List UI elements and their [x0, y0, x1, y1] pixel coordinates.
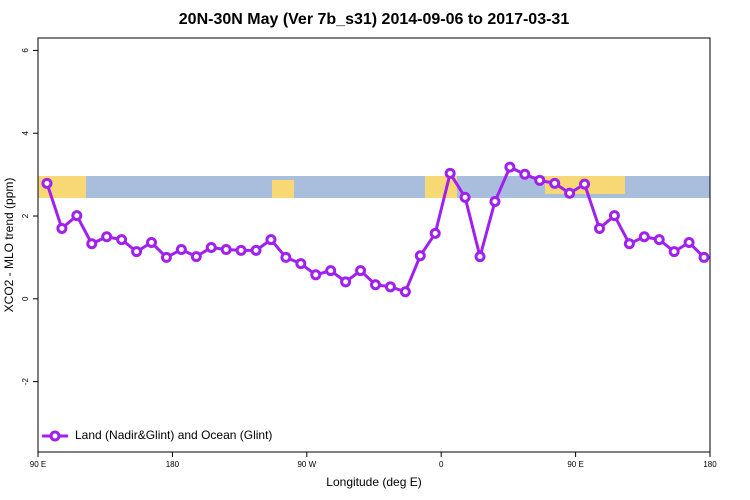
data-point: [653, 234, 665, 246]
legend-label: Land (Nadir&Glint) and Ocean (Glint): [75, 428, 272, 442]
data-point: [549, 177, 561, 189]
chart-title: 20N-30N May (Ver 7b_s31) 2014-09-06 to 2…: [179, 11, 570, 28]
data-point: [459, 191, 471, 203]
data-point: [534, 174, 546, 186]
data-point: [250, 244, 262, 256]
data-point: [235, 244, 247, 256]
data-point: [369, 279, 381, 291]
data-point: [160, 251, 172, 263]
data-point: [414, 250, 426, 262]
data-point: [205, 241, 217, 253]
plot-frame: [37, 37, 711, 453]
data-point: [399, 286, 411, 298]
map-band: [38, 176, 710, 198]
data-point: [683, 237, 695, 249]
data-point: [429, 227, 441, 239]
data-point: [145, 237, 157, 249]
data-point: [325, 265, 337, 277]
data-point: [579, 178, 591, 190]
data-point: [86, 238, 98, 250]
data-point: [340, 276, 352, 288]
data-point: [220, 244, 232, 256]
data-point: [638, 231, 650, 243]
data-point: [265, 234, 277, 246]
x-tick-label: 90 E: [30, 460, 46, 469]
data-point: [175, 244, 187, 256]
x-tick-label: 90 W: [297, 460, 316, 469]
x-tick-label: 180: [166, 460, 180, 469]
y-axis-label: XCO2 - MLO trend (ppm): [2, 178, 16, 313]
data-point: [116, 234, 128, 246]
x-tick-label: 180: [703, 460, 717, 469]
data-point: [474, 251, 486, 263]
y-tick-label: 4: [21, 130, 30, 135]
data-point: [71, 210, 83, 222]
y-tick-label: 0: [21, 296, 30, 301]
data-point: [519, 168, 531, 180]
x-tick-label: 90 E: [567, 460, 583, 469]
data-point: [355, 265, 367, 277]
data-point: [384, 281, 396, 293]
legend: Land (Nadir&Glint) and Ocean (Glint): [42, 428, 272, 442]
data-point: [41, 177, 53, 189]
data-point: [280, 251, 292, 263]
data-point: [608, 210, 620, 222]
data-point: [310, 269, 322, 281]
data-point: [564, 187, 576, 199]
y-tick-label: -2: [21, 378, 30, 386]
x-axis-label: Longitude (deg E): [326, 475, 421, 489]
data-point: [593, 222, 605, 234]
data-point: [131, 246, 143, 258]
data-point: [444, 167, 456, 179]
y-tick-label: 2: [21, 213, 30, 218]
data-point: [623, 238, 635, 250]
data-point: [668, 246, 680, 258]
data-point: [504, 161, 516, 173]
data-point: [295, 258, 307, 270]
data-point: [489, 196, 501, 208]
data-point: [56, 222, 68, 234]
y-tick-label: 6: [21, 48, 30, 53]
data-point: [190, 251, 202, 263]
x-tick-label: 0: [439, 460, 444, 469]
data-point: [101, 231, 113, 243]
data-point: [698, 251, 710, 263]
